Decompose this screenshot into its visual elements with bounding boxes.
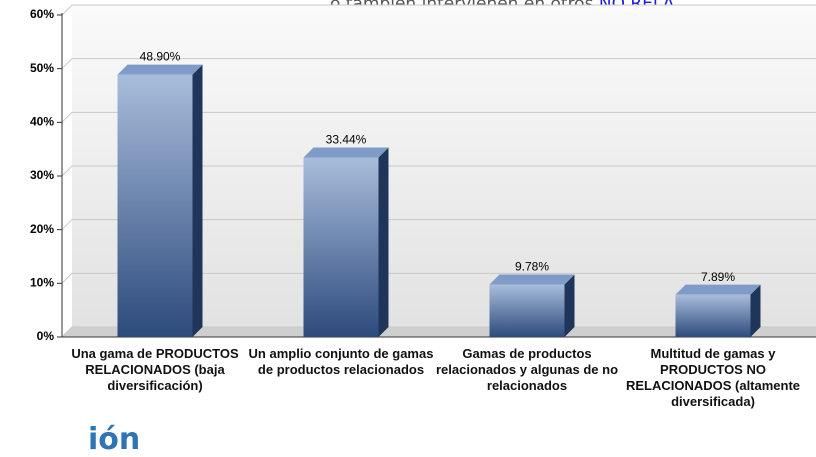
grid-line xyxy=(61,272,816,284)
bar-side xyxy=(378,147,389,337)
bar xyxy=(489,284,565,337)
y-tick-label: 40% xyxy=(30,115,54,129)
value-label: 33.44% xyxy=(326,133,367,147)
bar xyxy=(303,157,379,337)
x-tick-label: Multitud de gamas y PRODUCTOS NO RELACIO… xyxy=(625,346,801,409)
y-tick-label: 60% xyxy=(30,7,54,21)
bar xyxy=(675,294,751,337)
y-tick-label: 10% xyxy=(30,276,54,290)
y-tick-label: 30% xyxy=(30,168,54,182)
y-tick-label: 50% xyxy=(30,61,54,75)
bar-top xyxy=(675,284,761,295)
bar-top xyxy=(303,147,389,158)
bar-side xyxy=(564,274,575,337)
bar-side xyxy=(192,64,203,337)
grid-line xyxy=(61,4,816,16)
x-tick-label: Un amplio conjunto de gamas de productos… xyxy=(248,346,434,377)
heading-fragment: ión xyxy=(88,422,141,457)
grid-line xyxy=(61,219,816,231)
value-label: 7.89% xyxy=(701,270,735,284)
value-label: 48.90% xyxy=(140,50,181,64)
grid-line xyxy=(61,58,816,70)
x-tick-label: Una gama de PRODUCTOS RELACIONADOS (baja… xyxy=(71,346,239,393)
grid-line xyxy=(61,165,816,177)
bar-side xyxy=(750,284,761,337)
y-tick-label: 0% xyxy=(37,329,55,343)
bar-top xyxy=(117,64,203,75)
y-tick-label: 20% xyxy=(30,222,54,236)
floor xyxy=(62,327,816,337)
bar xyxy=(117,74,193,337)
bar-top xyxy=(489,274,575,285)
x-tick-label: Gamas de productos relacionados y alguna… xyxy=(435,346,619,393)
grid-line xyxy=(61,111,816,123)
value-label: 9.78% xyxy=(515,260,549,274)
